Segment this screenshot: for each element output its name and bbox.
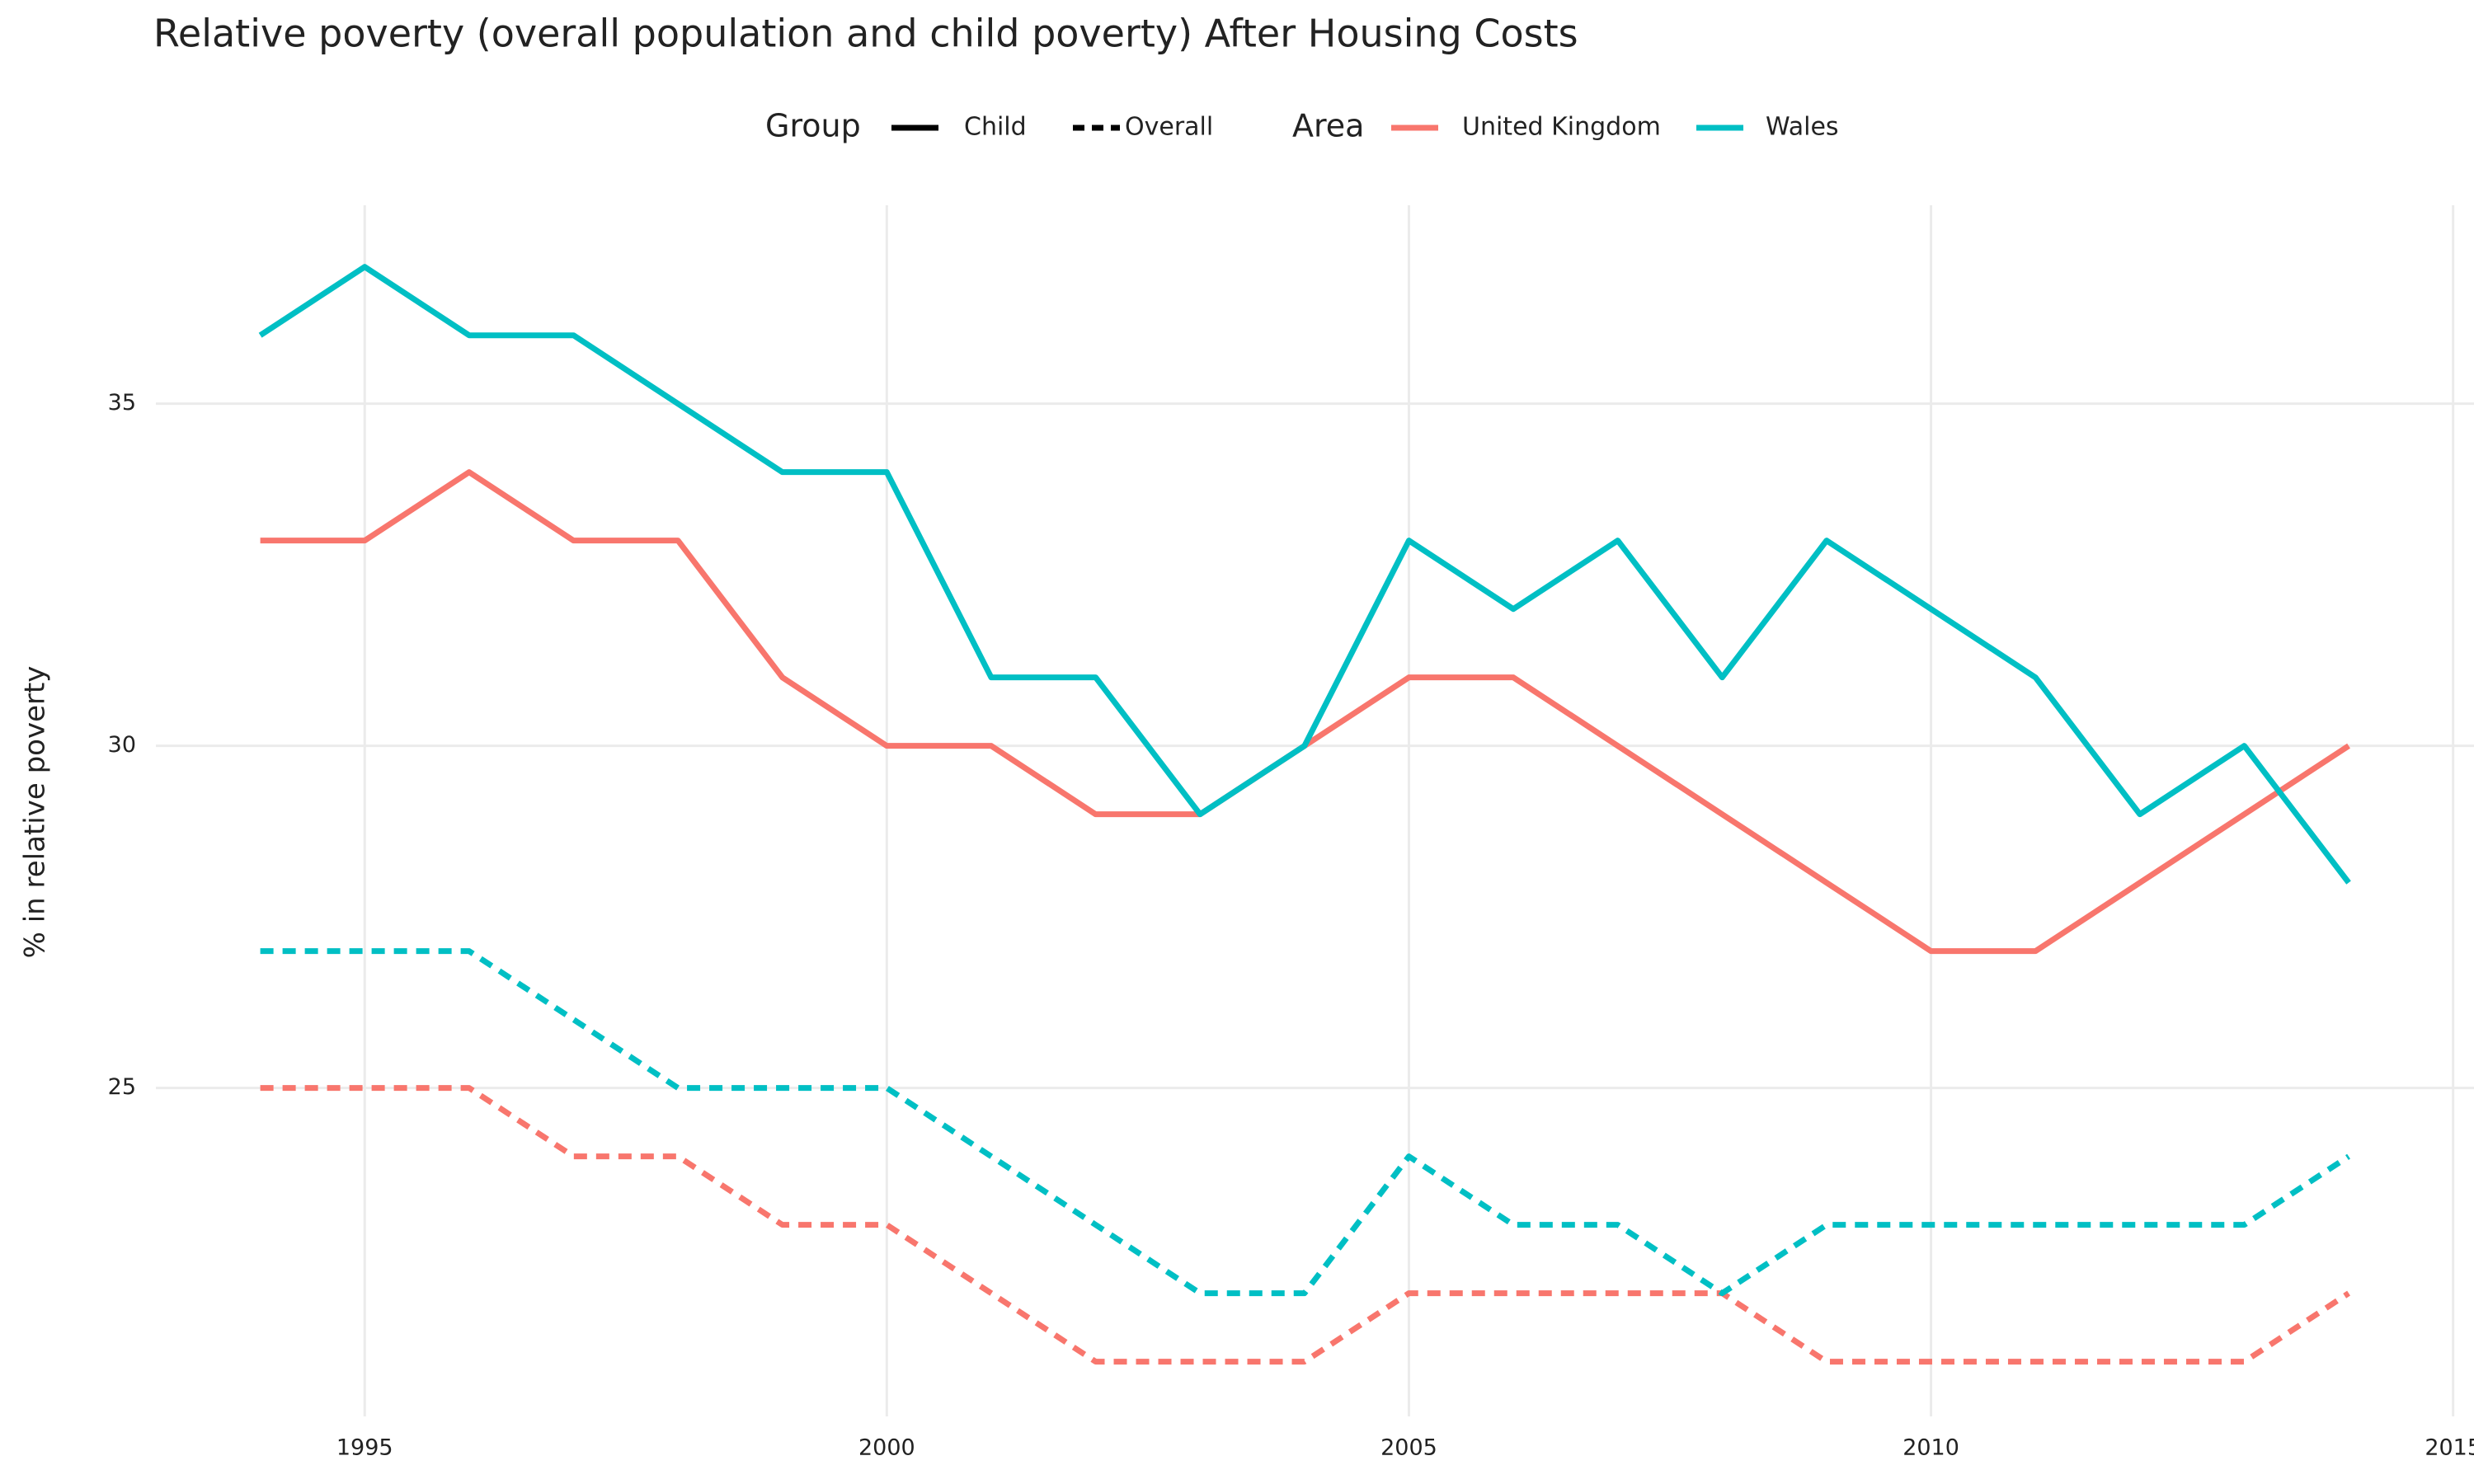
- lines: [258, 264, 2351, 1365]
- legend-label: Child: [964, 113, 1027, 142]
- y-axis-title: % in relative poverty: [19, 666, 52, 959]
- legend-title: Group: [765, 108, 861, 144]
- grid: 25 30 35 1995 2000 2005 2010 2015: [108, 205, 2474, 1461]
- x-tick-label: 2015: [2425, 1435, 2474, 1461]
- chart-title: Relative poverty (overall population and…: [153, 12, 1578, 56]
- x-tick-label: 1995: [336, 1435, 393, 1461]
- series-line: [260, 1085, 2350, 1365]
- y-tick-label: 25: [108, 1074, 136, 1100]
- x-tick-label: 2000: [858, 1435, 915, 1461]
- legend-title: Area: [1292, 108, 1364, 144]
- y-tick-label: 35: [108, 390, 136, 416]
- y-tick-label: 30: [108, 732, 136, 758]
- series-line: [260, 948, 2350, 1297]
- legend: Group Child Overall Area United Kingdom Wales: [765, 108, 1839, 144]
- x-tick-label: 2010: [1903, 1435, 1959, 1461]
- x-tick-label: 2005: [1380, 1435, 1437, 1461]
- series-line: [260, 469, 2350, 955]
- legend-label: Overall: [1125, 113, 1213, 142]
- series-line: [258, 264, 2351, 885]
- legend-label: Wales: [1766, 113, 1839, 142]
- legend-label: United Kingdom: [1462, 113, 1661, 142]
